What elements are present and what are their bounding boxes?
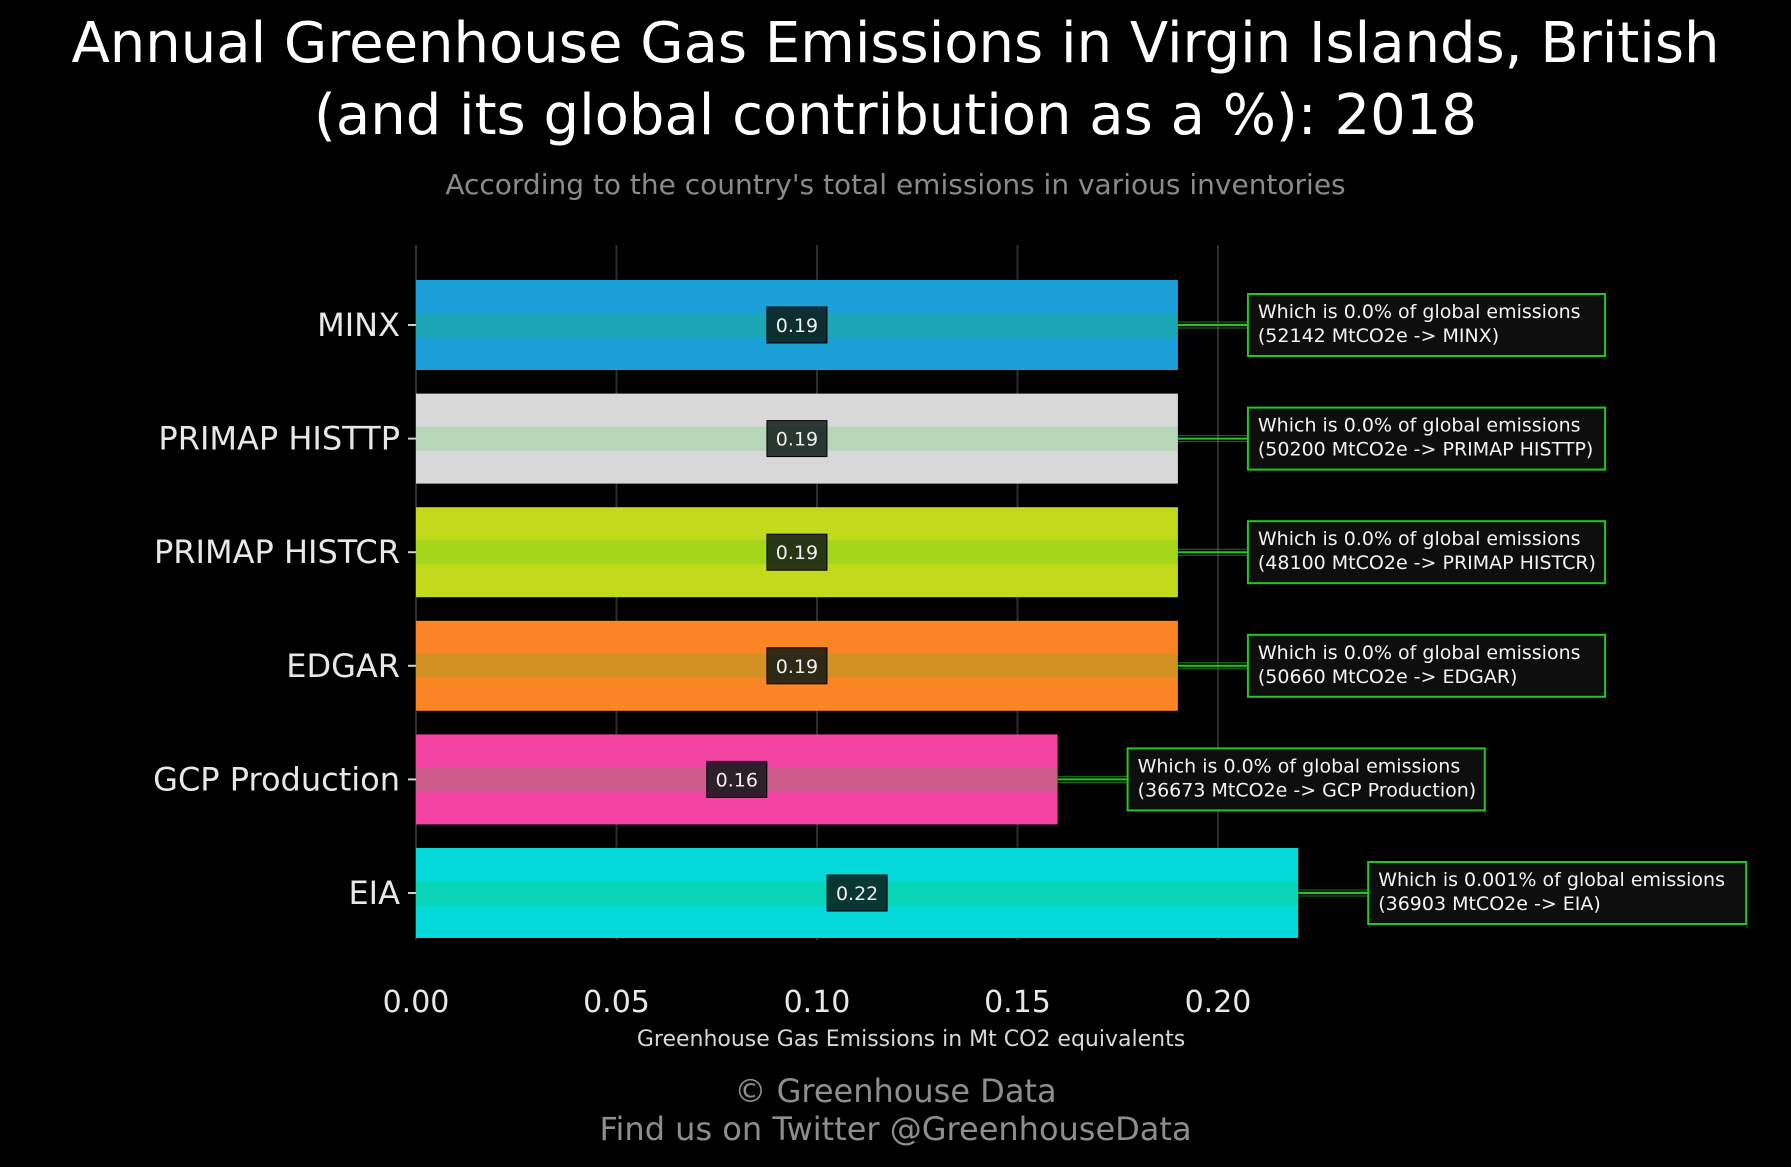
value-label: 0.19 <box>776 542 818 564</box>
annotation-box <box>1246 520 1607 585</box>
value-label-box <box>766 647 828 685</box>
value-label: 0.19 <box>776 315 818 337</box>
y-tick-label: PRIMAP HISTTP <box>158 420 400 458</box>
annotation-box <box>1126 747 1486 812</box>
annotation-text: Which is 0.0% of global emissions <box>1258 528 1581 550</box>
chart-subtitle: According to the country's total emissio… <box>445 168 1346 201</box>
value-label-box <box>766 533 828 571</box>
annotation-text: (52142 MtCO2e -> MINX) <box>1258 325 1499 347</box>
annotation-text: Which is 0.001% of global emissions <box>1378 869 1725 891</box>
annotation-text: Which is 0.0% of global emissions <box>1258 415 1581 437</box>
value-label-box <box>706 760 768 798</box>
x-tick-label: 0.05 <box>583 985 650 1020</box>
annotation-box <box>1246 633 1607 698</box>
y-tick-label: MINX <box>317 306 400 344</box>
annotation-text: (36903 MtCO2e -> EIA) <box>1378 893 1601 915</box>
title-line-1: Annual Greenhouse Gas Emissions in Virgi… <box>71 11 1720 76</box>
annotation-text: (50200 MtCO2e -> PRIMAP HISTTP) <box>1258 439 1593 461</box>
credit-line-1: © Greenhouse Data <box>734 1072 1057 1110</box>
chart-title: Annual Greenhouse Gas Emissions in Virgi… <box>0 8 1791 152</box>
annotation-box <box>1246 406 1607 471</box>
y-axis-labels: MINX PRIMAP HISTTP PRIMAP HISTCR EDGAR GCP P… <box>153 306 416 912</box>
credit: © Greenhouse Data Find us on Twitter @Gr… <box>0 1072 1791 1148</box>
value-label-box <box>826 874 888 912</box>
annotation-text: (50660 MtCO2e -> EDGAR) <box>1258 666 1518 688</box>
title-line-2: (and its global contribution as a %): 20… <box>314 83 1477 148</box>
x-tick-label: 0.15 <box>984 985 1051 1020</box>
x-axis-ticks: 0.00 0.05 0.10 0.15 0.20 <box>383 985 1252 1020</box>
annotation-text: Which is 0.0% of global emissions <box>1138 755 1461 777</box>
credit-line-2: Find us on Twitter @GreenhouseData <box>599 1110 1192 1148</box>
x-tick-label: 0.00 <box>383 985 450 1020</box>
annotation-text: Which is 0.0% of global emissions <box>1258 301 1581 323</box>
x-axis-label: Greenhouse Gas Emissions in Mt CO2 equiv… <box>637 1027 1185 1052</box>
annotation-text: (36673 MtCO2e -> GCP Production) <box>1138 779 1477 801</box>
value-label: 0.19 <box>776 656 818 678</box>
y-tick-label: EDGAR <box>286 647 400 685</box>
annotation-text: Which is 0.0% of global emissions <box>1258 642 1581 664</box>
x-tick-label: 0.20 <box>1185 985 1252 1020</box>
y-tick-label: PRIMAP HISTCR <box>154 533 400 571</box>
value-label-box <box>766 306 828 344</box>
y-tick-label: EIA <box>348 874 400 912</box>
value-label-box <box>766 420 828 458</box>
x-tick-label: 0.10 <box>784 985 851 1020</box>
value-label: 0.19 <box>776 429 818 451</box>
annotation-box <box>1367 861 1748 925</box>
value-label: 0.16 <box>716 769 758 791</box>
annotation-box <box>1246 293 1607 357</box>
value-label: 0.22 <box>836 883 878 905</box>
y-tick-label: GCP Production <box>153 760 400 798</box>
annotation-text: (48100 MtCO2e -> PRIMAP HISTCR) <box>1258 552 1596 574</box>
